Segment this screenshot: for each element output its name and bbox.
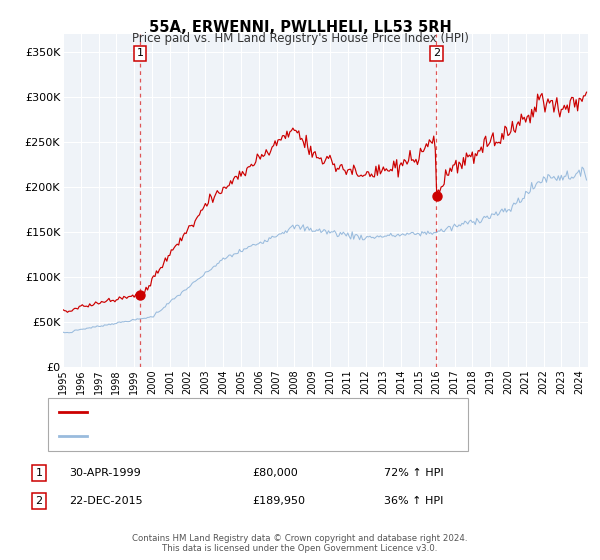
Text: 2: 2 xyxy=(35,496,43,506)
Text: 36% ↑ HPI: 36% ↑ HPI xyxy=(384,496,443,506)
Text: Contains HM Land Registry data © Crown copyright and database right 2024.
This d: Contains HM Land Registry data © Crown c… xyxy=(132,534,468,553)
Text: 1: 1 xyxy=(137,48,143,58)
Text: Price paid vs. HM Land Registry's House Price Index (HPI): Price paid vs. HM Land Registry's House … xyxy=(131,32,469,45)
Text: £80,000: £80,000 xyxy=(252,468,298,478)
Text: 55A, ERWENNI, PWLLHELI, LL53 5RH (semi-detached house): 55A, ERWENNI, PWLLHELI, LL53 5RH (semi-d… xyxy=(91,408,421,418)
Text: 55A, ERWENNI, PWLLHELI, LL53 5RH: 55A, ERWENNI, PWLLHELI, LL53 5RH xyxy=(149,20,451,35)
Text: 1: 1 xyxy=(35,468,43,478)
Text: 30-APR-1999: 30-APR-1999 xyxy=(69,468,141,478)
Text: 22-DEC-2015: 22-DEC-2015 xyxy=(69,496,143,506)
Text: 72% ↑ HPI: 72% ↑ HPI xyxy=(384,468,443,478)
Text: 2: 2 xyxy=(433,48,440,58)
Text: £189,950: £189,950 xyxy=(252,496,305,506)
Text: HPI: Average price, semi-detached house, Gwynedd: HPI: Average price, semi-detached house,… xyxy=(91,431,375,441)
